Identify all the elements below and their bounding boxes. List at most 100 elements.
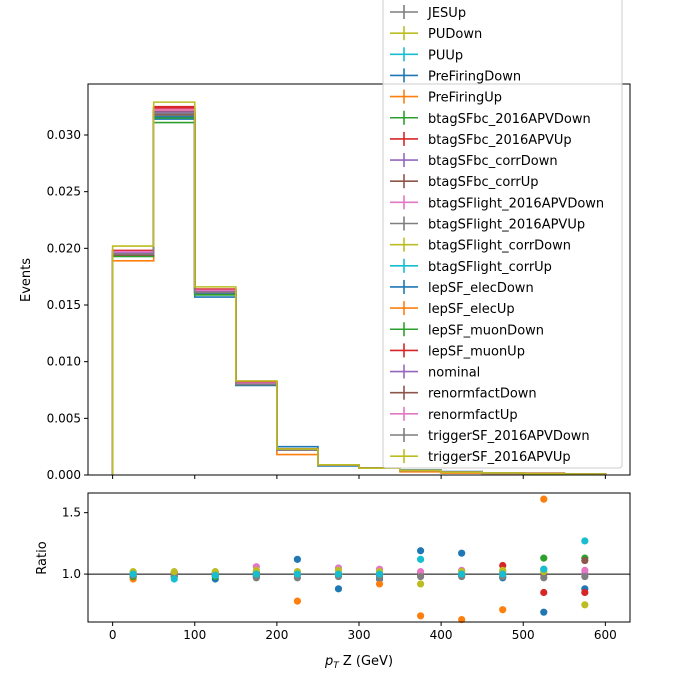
legend-item-15: lepSF_muonDown [390, 322, 544, 338]
legend-item-21: triggerSF_2016APVUp [390, 449, 571, 465]
legend-item-1: PUDown [390, 26, 482, 42]
main-histogram-panel: 0.000 0.005 0.010 0.015 0.020 0.025 0.030 Even… [19, 83, 631, 482]
legend-item-14: lepSF_elecUp [390, 301, 515, 317]
ratio-point-7-10 [540, 574, 548, 582]
legend-label-14: lepSF_elecUp [428, 302, 515, 317]
legend-item-3: PreFiringDown [390, 68, 521, 84]
legend-item-9: btagSFlight_2016APVDown [390, 195, 604, 211]
ratio-point-1-7 [416, 612, 425, 620]
ratio-point-9-0 [129, 570, 137, 578]
legend-label-10: btagSFlight_2016APVUp [428, 218, 585, 233]
legend-items: JESUp PUDown PUUp PreFiringDown PreFiringUp b… [390, 5, 604, 465]
legend-label-1: PUDown [428, 27, 482, 42]
x-axis-label-rest: Z (GeV) [339, 654, 393, 669]
legend-item-17: nominal [390, 364, 480, 381]
legend-item-11: btagSFlight_corrDown [390, 237, 571, 254]
legend-item-12: btagSFlight_corrUp [390, 258, 552, 275]
legend-box [382, 0, 623, 469]
ratio-x-tick-label-5: 500 [512, 628, 535, 642]
x-axis-label-main: p [324, 654, 333, 669]
ratio-point-1-6 [375, 580, 384, 588]
ratio-point-0-5 [334, 585, 343, 593]
ratio-x-tick-label-1: 100 [183, 628, 206, 642]
ratio-point-8-7 [416, 580, 425, 588]
legend-item-6: btagSFbc_2016APVUp [390, 131, 572, 148]
ratio-point-1-8 [458, 615, 466, 624]
ratio-point-0-4 [293, 555, 302, 563]
ratio-point-3-11 [581, 588, 589, 597]
main-y-tick-label-5: 0.025 [47, 185, 81, 199]
ratio-point-9-1 [170, 575, 178, 583]
x-axis-label-sub: T [333, 661, 340, 671]
ratio-point-9-10 [540, 565, 548, 573]
legend-label-2: PUUp [428, 48, 463, 63]
legend-item-8: btagSFbc_corrUp [390, 174, 539, 190]
ratio-point-0-7 [416, 547, 425, 555]
main-y-tick-label-6: 0.030 [47, 128, 81, 142]
ratio-panel: 0 100 200 300 400 500 600 1.0 1.5 Ratio pT Z (G… [35, 492, 631, 671]
main-y-tick-label-0: 0.000 [47, 468, 81, 482]
ratio-point-9-8 [458, 570, 466, 578]
ratio-point-7-11 [581, 572, 589, 581]
legend-label-8: btagSFbc_corrUp [428, 175, 539, 190]
ratio-y-tick-label-1: 1.5 [62, 506, 81, 520]
ratio-point-1-9 [499, 606, 507, 614]
legend-item-19: renormfactUp [390, 406, 518, 423]
ratio-x-tick-label-2: 200 [265, 628, 288, 642]
ratio-point-9-11 [581, 537, 589, 545]
ratio-y-axis-label: Ratio [35, 541, 50, 574]
legend-label-5: btagSFbc_2016APVDown [428, 112, 591, 127]
legend-item-16: lepSF_muonUp [390, 343, 525, 359]
legend-label-6: btagSFbc_2016APVUp [428, 133, 572, 148]
legend-label-16: lepSF_muonUp [428, 344, 525, 359]
ratio-point-1-10 [540, 495, 548, 503]
histogram-series-group [111, 101, 607, 475]
ratio-x-tick-label-4: 400 [430, 628, 453, 642]
ratio-point-9-6 [375, 570, 384, 578]
ratio-point-9-3 [252, 570, 260, 578]
legend-label-17: nominal [428, 366, 480, 381]
ratio-points-group [129, 495, 589, 624]
legend-label-0: JESUp [427, 6, 466, 21]
main-y-tick-label-4: 0.020 [47, 241, 81, 255]
legend-label-12: btagSFlight_corrUp [428, 260, 552, 275]
ratio-point-8-11 [581, 601, 589, 609]
legend-label-20: triggerSF_2016APVDown [428, 429, 590, 444]
legend-item-18: renormfactDown [390, 385, 537, 402]
legend-item-5: btagSFbc_2016APVDown [390, 110, 591, 127]
legend-label-19: renormfactUp [428, 408, 518, 423]
ratio-x-ticks: 0 100 200 300 400 500 600 [109, 622, 617, 642]
x-axis-label: pT Z (GeV) [324, 654, 393, 671]
main-y-tick-label-1: 0.005 [47, 411, 81, 425]
ratio-x-tick-label-0: 0 [109, 628, 117, 642]
legend-label-18: renormfactDown [428, 387, 537, 402]
main-y-tick-label-3: 0.015 [47, 298, 81, 312]
ratio-x-tick-label-6: 600 [594, 628, 617, 642]
ratio-y-tick-label-0: 1.0 [62, 567, 81, 581]
legend-item-0: JESUp [390, 5, 466, 21]
main-x-ticks [112, 475, 606, 479]
ratio-point-9-4 [293, 570, 302, 578]
ratio-point-1-4 [293, 597, 302, 605]
ratio-point-0-8 [458, 549, 466, 557]
legend-item-20: triggerSF_2016APVDown [390, 428, 590, 444]
ratio-x-tick-label-3: 300 [348, 628, 371, 642]
ratio-point-7-7 [416, 572, 425, 581]
legend-label-13: lepSF_elecDown [428, 281, 534, 296]
ratio-point-3-10 [540, 588, 548, 597]
ratio-point-8-1 [170, 568, 178, 576]
legend-item-4: PreFiringUp [390, 89, 502, 106]
series-line-21 [111, 101, 607, 475]
ratio-point-2-10 [540, 554, 548, 562]
ratio-point-9-7 [416, 555, 425, 563]
legend-label-11: btagSFlight_corrDown [428, 239, 571, 254]
main-y-ticks: 0.000 0.005 0.010 0.015 0.020 0.025 0.030 [47, 128, 88, 482]
ratio-point-9-9 [499, 570, 507, 578]
legend: JESUp PUDown PUUp PreFiringDown PreFiringUp b… [382, 0, 623, 469]
ratio-point-0-10 [540, 608, 548, 616]
ratio-point-6-11 [581, 566, 589, 575]
main-y-tick-label-2: 0.010 [47, 355, 81, 369]
legend-label-4: PreFiringUp [428, 91, 502, 106]
ratio-point-9-2 [211, 571, 219, 579]
